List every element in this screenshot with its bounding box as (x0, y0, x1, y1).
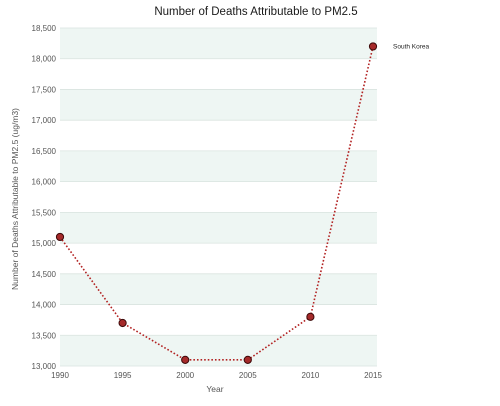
y-axis-ticks: 13,000 13,500 14,000 14,500 15,000 15,500 16,0… (32, 24, 57, 371)
plot-band (60, 273, 377, 305)
chart-title: Number of Deaths Attributable to PM2.5 (154, 6, 357, 18)
x-tick-label: 2000 (176, 371, 194, 380)
series-south-korea: South Korea (55, 42, 430, 364)
x-tick-label: 2010 (302, 371, 320, 380)
plot-band (60, 212, 377, 244)
plot-band (60, 28, 377, 59)
y-tick-label: 14,000 (32, 301, 57, 310)
x-axis-ticks: 1990 1995 2000 2005 2010 2015 (51, 371, 382, 380)
y-tick-label: 13,500 (32, 331, 57, 340)
plot-band (60, 335, 377, 366)
gridlines (60, 27, 377, 367)
data-point[interactable] (55, 232, 65, 242)
plot-bands (60, 28, 377, 366)
y-tick-label: 15,000 (32, 239, 57, 248)
y-tick-label: 16,500 (32, 147, 57, 156)
y-tick-label: 17,500 (32, 85, 57, 94)
series-label: South Korea (393, 43, 430, 50)
data-point[interactable] (118, 318, 127, 328)
x-tick-label: 2005 (239, 371, 257, 380)
y-tick-label: 16,000 (32, 178, 57, 187)
plot-band (60, 89, 377, 121)
data-point[interactable] (306, 312, 315, 321)
data-point[interactable] (368, 42, 378, 51)
y-tick-label: 15,500 (32, 208, 57, 217)
y-tick-label: 13,000 (32, 362, 57, 371)
y-tick-label: 18,500 (32, 24, 57, 33)
y-tick-label: 18,000 (32, 55, 57, 64)
x-tick-label: 2015 (364, 371, 382, 380)
data-point[interactable] (243, 355, 252, 364)
y-axis-label: Number of Deaths Attributable to PM2.5 (… (10, 108, 20, 290)
x-axis-label: Year (206, 384, 223, 394)
x-tick-label: 1990 (51, 371, 69, 380)
y-tick-label: 17,000 (32, 116, 57, 125)
x-tick-label: 1995 (114, 371, 132, 380)
series-line (59, 46, 374, 361)
y-tick-label: 14,500 (32, 270, 57, 279)
plot-band (60, 150, 377, 182)
data-point[interactable] (181, 355, 190, 364)
